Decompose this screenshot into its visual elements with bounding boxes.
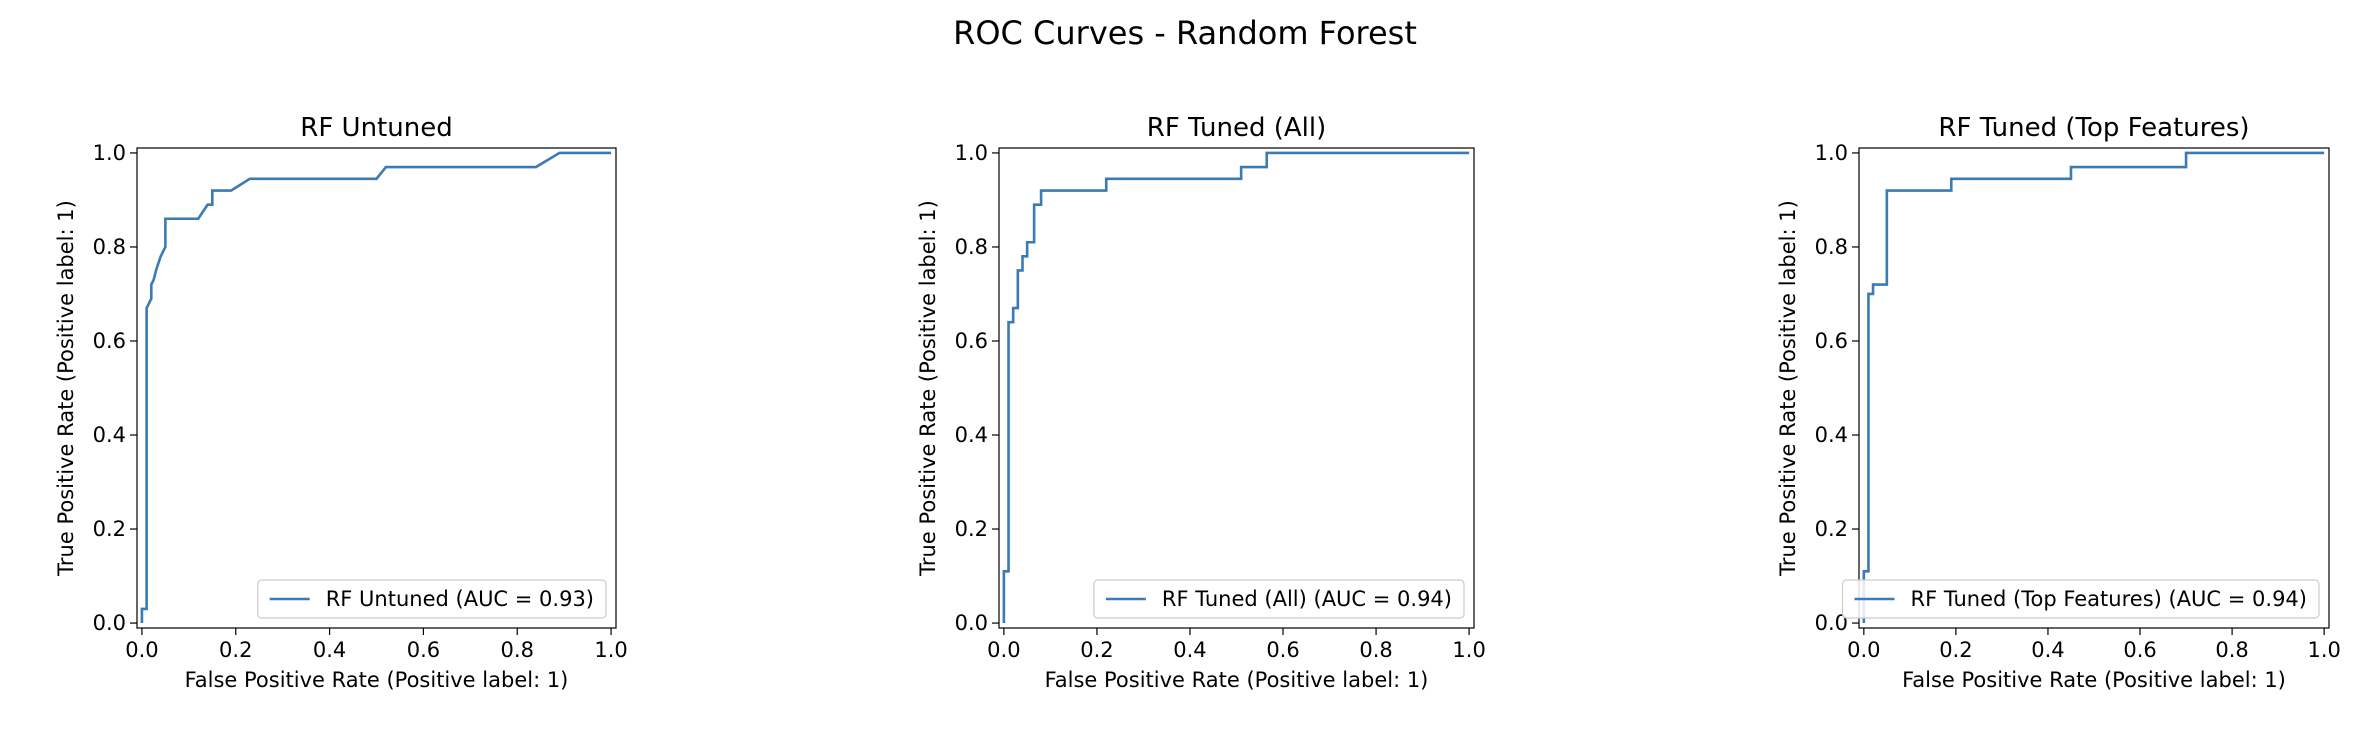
x-tick-label: 1.0	[594, 638, 627, 662]
x-tick-label: 0.2	[219, 638, 252, 662]
y-tick-label: 0.8	[1815, 235, 1848, 259]
x-tick-label: 0.4	[1173, 638, 1206, 662]
y-axis-label: True Positive Rate (Positive label: 1)	[1776, 200, 1800, 577]
y-tick-label: 1.0	[955, 141, 988, 165]
panel-title: RF Tuned (All)	[1147, 113, 1326, 143]
y-tick-label: 0.4	[93, 423, 126, 447]
legend: RF Untuned (AUC = 0.93)	[257, 579, 607, 619]
panel-title: RF Tuned (Top Features)	[1938, 113, 2249, 143]
roc-panel-3: RF Tuned (Top Features) 0.0 0.2 0.4 0.6 0.8 1.…	[1776, 113, 2341, 692]
y-tick-label: 0.4	[955, 423, 988, 447]
x-tick-label: 0.0	[125, 638, 158, 662]
y-tick-label: 0.0	[93, 611, 126, 635]
x-tick-label: 0.0	[987, 638, 1020, 662]
legend-label: RF Tuned (Top Features) (AUC = 0.94)	[1911, 587, 2308, 611]
roc-panel-1: RF Untuned 0.0 0.2 0.4 0.6 0.8 1.0 0.0 0.2 0.4 0.6…	[54, 113, 628, 692]
legend-box	[1093, 579, 1465, 619]
y-tick-label: 0.2	[955, 517, 988, 541]
axes-frame	[998, 147, 1475, 629]
y-tick-label: 1.0	[1815, 141, 1848, 165]
x-tick-label: 0.4	[2031, 638, 2064, 662]
roc-curve	[1862, 151, 2325, 624]
x-tick-label: 0.8	[1359, 638, 1392, 662]
figure-title: ROC Curves - Random Forest	[953, 14, 1417, 52]
y-tick-label: 0.6	[93, 329, 126, 353]
x-tick-label: 0.6	[407, 638, 440, 662]
x-tick-label: 0.4	[313, 638, 346, 662]
legend: RF Tuned (Top Features) (AUC = 0.94)	[1841, 579, 2320, 619]
roc-panel-2: RF Tuned (All) 0.0 0.2 0.4 0.6 0.8 1.0 0.0 0.2 0.…	[916, 113, 1486, 692]
legend-box	[1841, 579, 2320, 619]
axes-frame	[1858, 147, 2330, 629]
x-tick-label: 0.2	[1080, 638, 1113, 662]
legend-label: RF Tuned (All) (AUC = 0.94)	[1162, 587, 1452, 611]
x-tick-label: 1.0	[1452, 638, 1485, 662]
roc-curve	[1002, 151, 1470, 624]
y-tick-label: 0.8	[955, 235, 988, 259]
axes-frame	[136, 147, 617, 629]
y-axis-label: True Positive Rate (Positive label: 1)	[54, 200, 78, 577]
y-axis-label: True Positive Rate (Positive label: 1)	[916, 200, 940, 577]
legend-label: RF Untuned (AUC = 0.93)	[326, 587, 594, 611]
y-tick-label: 0.0	[955, 611, 988, 635]
x-tick-label: 1.0	[2307, 638, 2340, 662]
x-tick-label: 0.0	[1847, 638, 1880, 662]
y-tick-label: 0.6	[955, 329, 988, 353]
y-tick-label: 0.6	[1815, 329, 1848, 353]
roc-curve	[140, 151, 612, 624]
x-tick-label: 0.2	[1939, 638, 1972, 662]
y-tick-label: 0.2	[93, 517, 126, 541]
x-tick-label: 0.6	[1266, 638, 1299, 662]
x-axis-label: False Positive Rate (Positive label: 1)	[185, 668, 569, 692]
x-tick-label: 0.8	[501, 638, 534, 662]
panel-title: RF Untuned	[300, 113, 452, 143]
x-axis-label: False Positive Rate (Positive label: 1)	[1045, 668, 1429, 692]
x-axis-label: False Positive Rate (Positive label: 1)	[1902, 668, 2286, 692]
y-tick-label: 0.4	[1815, 423, 1848, 447]
y-tick-label: 1.0	[93, 141, 126, 165]
x-tick-label: 0.8	[2215, 638, 2248, 662]
y-tick-label: 0.8	[93, 235, 126, 259]
x-tick-label: 0.6	[2123, 638, 2156, 662]
legend: RF Tuned (All) (AUC = 0.94)	[1093, 579, 1465, 619]
y-tick-label: 0.2	[1815, 517, 1848, 541]
legend-box	[257, 579, 607, 619]
